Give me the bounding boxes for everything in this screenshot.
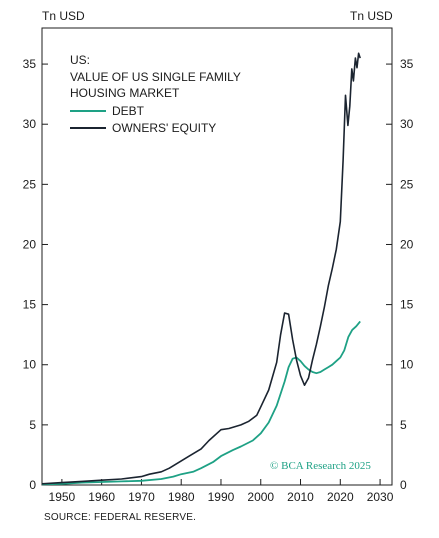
y-tick-label-right-25: 25 — [400, 177, 414, 191]
y-tick-label-right-30: 30 — [400, 117, 414, 131]
x-tick-label-1990: 1990 — [208, 490, 235, 504]
y-tick-label-right-5: 5 — [400, 418, 407, 432]
y-tick-label-left-30: 30 — [23, 117, 37, 131]
series-line-debt — [41, 320, 361, 486]
left-axis-unit-label: Tn USD — [42, 9, 85, 23]
y-tick-label-left-35: 35 — [23, 57, 37, 71]
y-tick-label-left-5: 5 — [29, 418, 36, 432]
x-tick-label-2020: 2020 — [327, 490, 354, 504]
y-tick-label-left-10: 10 — [23, 358, 37, 372]
y-tick-label-left-15: 15 — [23, 298, 37, 312]
series-line-owners-equity — [41, 52, 361, 485]
legend-label-debt: DEBT — [112, 104, 145, 118]
chart-subtitle-line-2: HOUSING MARKET — [70, 86, 180, 100]
y-tick-label-right-20: 20 — [400, 237, 414, 251]
plot-frame — [41, 27, 393, 486]
x-tick-label-2010: 2010 — [287, 490, 314, 504]
legend-label-owners-equity: OWNERS' EQUITY — [112, 121, 216, 135]
x-tick-label-1980: 1980 — [168, 490, 195, 504]
chart-title: US: — [70, 53, 90, 67]
bca-research-watermark: © BCA Research 2025 — [270, 460, 371, 472]
chart-subtitle-line-1: VALUE OF US SINGLE FAMILY — [70, 70, 241, 84]
y-tick-label-right-15: 15 — [400, 298, 414, 312]
y-tick-label-right-0: 0 — [400, 478, 407, 492]
y-tick-label-left-25: 25 — [23, 177, 37, 191]
x-tick-label-1950: 1950 — [49, 490, 76, 504]
y-tick-label-right-35: 35 — [400, 57, 414, 71]
x-tick-label-2000: 2000 — [247, 490, 274, 504]
x-tick-label-2030: 2030 — [367, 490, 394, 504]
x-tick-label-1970: 1970 — [128, 490, 155, 504]
y-tick-label-left-20: 20 — [23, 237, 37, 251]
right-axis-unit-label: Tn USD — [350, 9, 393, 23]
y-tick-label-left-0: 0 — [29, 478, 36, 492]
source-note: SOURCE: FEDERAL RESERVE. — [44, 512, 197, 523]
y-tick-label-right-10: 10 — [400, 358, 414, 372]
x-tick-label-1960: 1960 — [88, 490, 115, 504]
